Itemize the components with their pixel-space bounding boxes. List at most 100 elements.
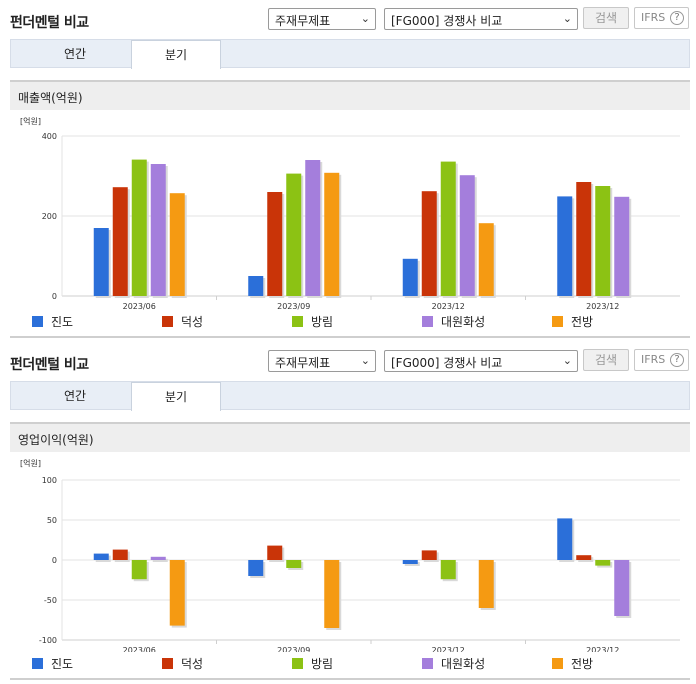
legend-item[interactable]: 진도: [32, 655, 73, 671]
bar-shadow: [152, 558, 168, 562]
bar-방림-2023/12[interactable]: [440, 161, 456, 296]
bar-방림-2023/12[interactable]: [440, 560, 456, 580]
bar-진도-2023/06[interactable]: [93, 228, 109, 296]
legend-swatch: [162, 658, 173, 669]
bar-방림-2023/12[interactable]: [595, 186, 611, 296]
legend-swatch: [32, 316, 43, 327]
y-tick-label: -50: [44, 596, 57, 605]
bar-덕성-2023/12[interactable]: [576, 182, 592, 296]
bar-진도-2023/09[interactable]: [248, 276, 264, 296]
compare-select[interactable]: [FG000] 경쟁사 비교 ⌄: [384, 350, 578, 372]
y-tick-label: 100: [42, 476, 57, 485]
bar-전방-2023/09[interactable]: [324, 560, 340, 628]
divider: [10, 336, 690, 338]
bar-방림-2023/09[interactable]: [286, 173, 302, 296]
legend-item[interactable]: 방림: [292, 655, 333, 671]
legend-item[interactable]: 전방: [552, 655, 593, 671]
y-tick-label: 0: [52, 292, 57, 301]
statement-select-value: 주재무제표: [275, 356, 331, 370]
compare-select[interactable]: [FG000] 경쟁사 비교 ⌄: [384, 8, 578, 30]
bar-전방-2023/09[interactable]: [324, 172, 340, 296]
bar-대원화성-2023/12[interactable]: [614, 560, 630, 616]
bar-전방-2023/06[interactable]: [169, 560, 185, 626]
legend-item[interactable]: 대원화성: [422, 313, 485, 329]
bar-덕성-2023/12[interactable]: [421, 191, 437, 296]
statement-select[interactable]: 주재무제표 ⌄: [268, 8, 376, 30]
bar-대원화성-2023/09[interactable]: [305, 160, 321, 296]
bar-방림-2023/06[interactable]: [131, 159, 147, 296]
legend-label: 덕성: [181, 657, 204, 671]
legend-item[interactable]: 덕성: [162, 313, 203, 329]
panel-header: 펀더멘털 비교 주재무제표 ⌄ [FG000] 경쟁사 비교 ⌄ 검색 IFRS…: [0, 342, 696, 376]
legend-swatch: [162, 316, 173, 327]
operating-profit-bar-chart: [억원] -100 -50 0 50 100 2023/06 2023/09 2023/12 20…: [20, 458, 680, 652]
legend-label: 덕성: [181, 315, 204, 329]
bar-전방-2023/12[interactable]: [478, 223, 494, 296]
bar-대원화성-2023/12[interactable]: [614, 196, 630, 296]
legend-item[interactable]: 진도: [32, 313, 73, 329]
legend-label: 대원화성: [441, 657, 486, 671]
bar-진도-2023/06[interactable]: [93, 553, 109, 560]
panel-header: 펀더멘털 비교 주재무제표 ⌄ [FG000] 경쟁사 비교 ⌄ 검색 IFRS…: [0, 0, 696, 34]
bar-덕성-2023/06[interactable]: [112, 187, 128, 296]
chart-section-title: 영업이익(억원): [18, 433, 94, 447]
x-tick-label: 2023/12: [432, 302, 465, 310]
legend-item[interactable]: 방림: [292, 313, 333, 329]
bar-진도-2023/12[interactable]: [557, 196, 573, 296]
ifrs-label: IFRS: [641, 11, 666, 24]
x-tick-label: 2023/12: [586, 302, 619, 310]
compare-select-value: [FG000] 경쟁사 비교: [391, 356, 503, 370]
y-unit-label: [억원]: [20, 458, 41, 468]
bar-전방-2023/12[interactable]: [478, 560, 494, 608]
x-tick-label: 2023/09: [277, 646, 310, 652]
bar-진도-2023/12[interactable]: [402, 560, 418, 564]
tab-quarterly[interactable]: 분기: [131, 382, 221, 411]
bar-진도-2023/12[interactable]: [557, 518, 573, 560]
bar-방림-2023/06[interactable]: [131, 560, 147, 580]
y-tick-label: 50: [47, 516, 57, 525]
bar-방림-2023/12[interactable]: [595, 560, 611, 566]
statement-select[interactable]: 주재무제표 ⌄: [268, 350, 376, 372]
bar-덕성-2023/12[interactable]: [576, 555, 592, 560]
bar-대원화성-2023/12[interactable]: [459, 175, 475, 296]
chart-section-title: 매출액(억원): [18, 91, 83, 105]
legend-label: 진도: [51, 657, 74, 671]
tab-quarterly[interactable]: 분기: [131, 40, 221, 69]
tab-annual[interactable]: 연간: [63, 47, 87, 61]
ifrs-button[interactable]: IFRS ?: [634, 349, 689, 371]
legend-swatch: [422, 658, 433, 669]
bar-방림-2023/09[interactable]: [286, 560, 302, 568]
bar-전방-2023/06[interactable]: [169, 193, 185, 296]
legend-label: 대원화성: [441, 315, 486, 329]
legend-label: 방림: [311, 657, 334, 671]
help-icon[interactable]: ?: [670, 11, 684, 25]
panel-title: 펀더멘털 비교: [10, 357, 89, 373]
bar-덕성-2023/09[interactable]: [267, 545, 283, 560]
chevron-down-icon: ⌄: [562, 354, 572, 367]
ifrs-button[interactable]: IFRS ?: [634, 7, 689, 29]
chart-section-header: 영업이익(억원): [10, 422, 690, 452]
legend-item[interactable]: 덕성: [162, 655, 203, 671]
x-tick-label: 2023/12: [432, 646, 465, 652]
tab-annual[interactable]: 연간: [63, 389, 87, 403]
sales-bar-chart: [억원] 0 200 400 2023/06 2023/09 2023/12 2023/12: [20, 116, 680, 310]
x-tick-label: 2023/09: [277, 302, 310, 310]
search-button[interactable]: 검색: [583, 349, 629, 371]
legend-label: 전방: [571, 315, 594, 329]
bar-덕성-2023/12[interactable]: [421, 550, 437, 560]
search-button[interactable]: 검색: [583, 7, 629, 29]
y-tick-label: 400: [42, 132, 57, 141]
bar-대원화성-2023/06[interactable]: [150, 556, 166, 560]
period-tabs: 연간 분기: [10, 381, 690, 411]
legend-swatch: [552, 658, 563, 669]
bar-덕성-2023/06[interactable]: [112, 549, 128, 560]
chart-legend: 진도 덕성 방림 대원화성 전방: [0, 313, 696, 329]
bar-덕성-2023/09[interactable]: [267, 192, 283, 296]
bar-진도-2023/09[interactable]: [248, 560, 264, 576]
legend-item[interactable]: 대원화성: [422, 655, 485, 671]
help-icon[interactable]: ?: [670, 353, 684, 367]
legend-item[interactable]: 전방: [552, 313, 593, 329]
bar-대원화성-2023/06[interactable]: [150, 164, 166, 296]
x-tick-label: 2023/06: [123, 302, 156, 310]
bar-진도-2023/12[interactable]: [402, 258, 418, 296]
